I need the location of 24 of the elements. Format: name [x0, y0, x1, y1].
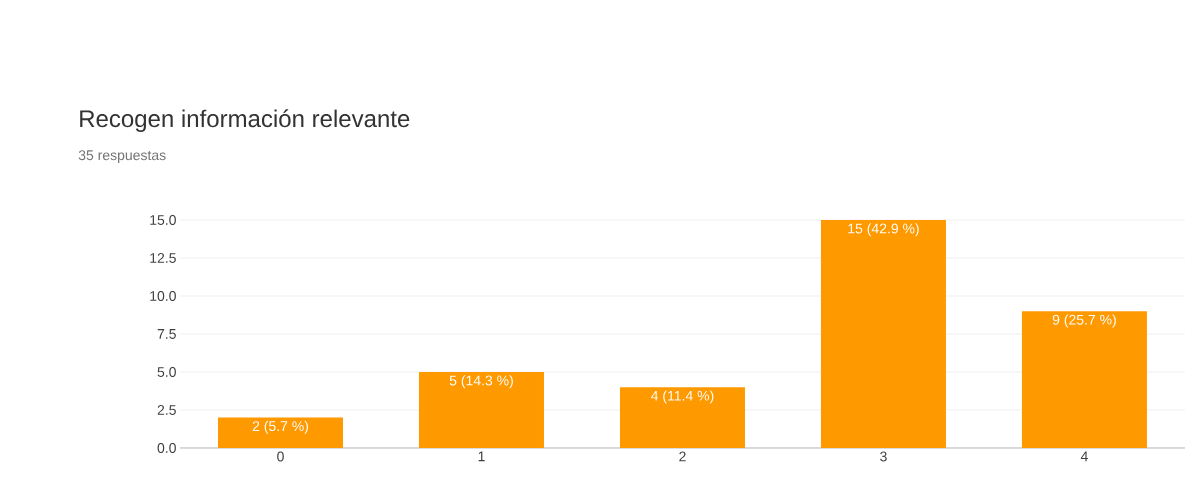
- bar: [619, 387, 745, 448]
- y-tick-label: 7.5: [157, 329, 176, 339]
- y-tick-label: 12.5: [150, 253, 176, 263]
- y-tick-label: 5.0: [157, 367, 176, 377]
- bar: [418, 371, 544, 448]
- data-label: 4 (11.4 %): [651, 390, 714, 404]
- y-tick-label: 2.5: [157, 405, 176, 415]
- x-tick-label: 0: [277, 451, 284, 462]
- y-tick-label: 0.0: [157, 443, 176, 453]
- data-label: 9 (25.7 %): [1052, 314, 1116, 328]
- y-tick-label: 10.0: [150, 291, 176, 301]
- data-label: 5 (14.3 %): [449, 375, 513, 389]
- x-tick-label: 3: [880, 451, 887, 462]
- y-tick-label: 15.0: [150, 215, 176, 225]
- data-label: 15 (42.9 %): [848, 223, 919, 237]
- bar: [1021, 311, 1147, 448]
- x-tick-label: 1: [478, 451, 485, 462]
- chart-title: Recogen información relevante: [80, 109, 410, 132]
- data-label: 2 (5.7 %): [252, 420, 309, 434]
- x-tick-label: 4: [1080, 451, 1088, 462]
- bar: [218, 417, 344, 448]
- bar: [820, 219, 946, 448]
- x-tick-label: 2: [679, 451, 686, 462]
- chart-subtitle: 35 respuestas: [78, 150, 166, 163]
